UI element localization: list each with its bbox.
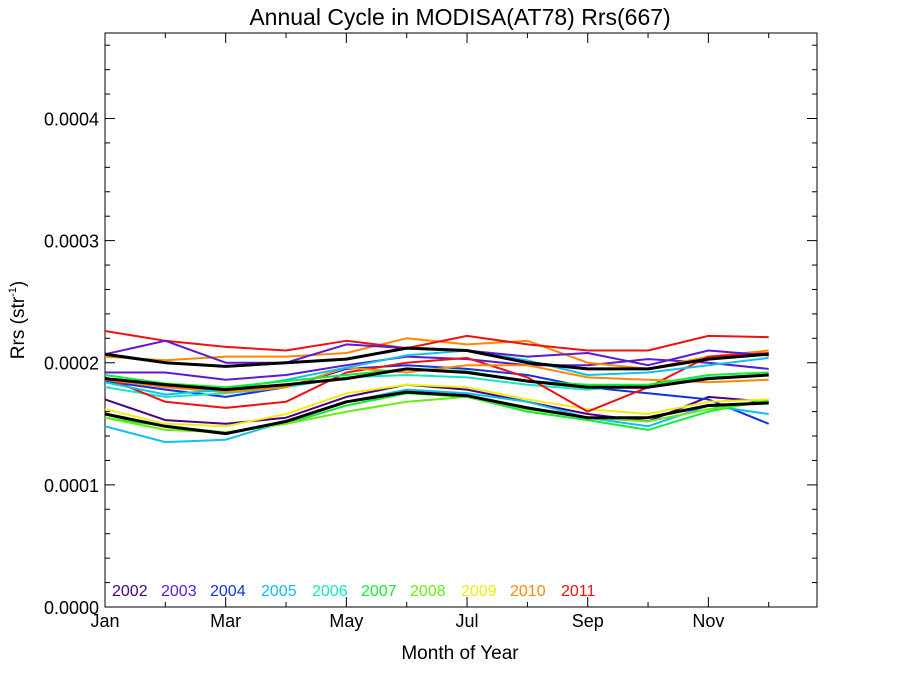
- series-line-2009: [104, 383, 769, 428]
- legend-item-2007: 2007: [361, 583, 397, 600]
- x-tick-label: Jan: [90, 611, 119, 631]
- legend-item-2008: 2008: [410, 583, 446, 600]
- legend-item-2011: 2011: [561, 583, 596, 600]
- y-axis-label: Rrs (str-1): [7, 281, 29, 359]
- series-line-2003: [105, 355, 769, 381]
- series-line-2002: [104, 383, 769, 425]
- y-tick-label: 0.0001: [44, 476, 99, 496]
- series-line-2011: [104, 330, 769, 352]
- series-line-15: [104, 346, 769, 371]
- y-tick-label: 0.0004: [44, 109, 99, 129]
- legend: 2002 2003 2004 2005 2006 2007 2008 2009 2010 2011: [112, 583, 596, 600]
- legend-item-2002: 2002: [112, 583, 148, 600]
- legend-item-2006: 2006: [312, 583, 348, 600]
- series-line-16: [104, 367, 769, 392]
- y-axis: 0.0000 0.0001 0.0002 0.0003 0.0004: [44, 44, 817, 618]
- y-axis-label-main: Rrs (str: [8, 296, 29, 359]
- plot-area: Jan Mar May Jul Sep Nov 0.00000.00010.00020.0…: [44, 32, 818, 631]
- x-tick-label: Nov: [692, 611, 724, 631]
- legend-item-2005: 2005: [261, 583, 297, 600]
- x-tick-label: May: [329, 611, 363, 631]
- legend-item-2003: 2003: [161, 583, 197, 600]
- y-tick-label: 0.0000: [44, 598, 99, 618]
- series-line-12: [104, 349, 769, 396]
- series-line-2005: [104, 388, 769, 444]
- y-axis-label-sup: -1: [7, 287, 19, 297]
- series-line-2004: [104, 364, 770, 425]
- x-axis: Jan Mar May Jul Sep Nov: [90, 33, 770, 631]
- x-tick-label: Jul: [456, 611, 479, 631]
- x-axis-label: Month of Year: [401, 643, 519, 664]
- legend-item-2009: 2009: [461, 583, 497, 600]
- legend-item-2004: 2004: [210, 583, 246, 600]
- series-lines: [104, 330, 770, 444]
- x-tick-label: Sep: [572, 611, 604, 631]
- series-line-17: [104, 390, 769, 436]
- y-axis-label-end: ): [8, 281, 29, 287]
- legend-item-2010: 2010: [510, 583, 546, 600]
- y-tick-label: 0.0002: [44, 354, 99, 374]
- x-tick-label: Mar: [210, 611, 241, 631]
- chart-title: Annual Cycle in MODISA(AT78) Rrs(667): [249, 4, 670, 30]
- y-tick-label: 0.0003: [44, 232, 99, 252]
- plot-frame: [104, 32, 818, 608]
